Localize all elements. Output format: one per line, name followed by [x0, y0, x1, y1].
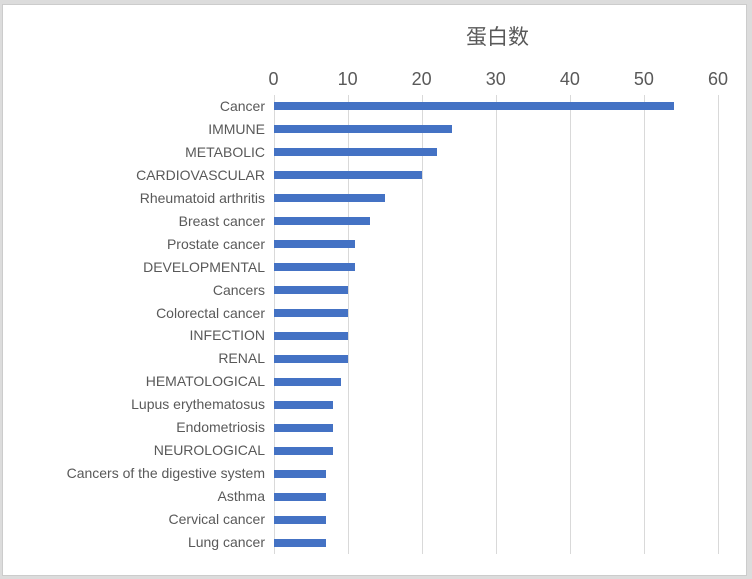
- bar-breast-cancer: [274, 217, 371, 226]
- bar-colorectal-cancer: [274, 309, 349, 318]
- category-label: Lupus erythematosus: [131, 396, 265, 413]
- category-label: INFECTION: [189, 327, 265, 344]
- category-label: DEVELOPMENTAL: [143, 258, 265, 275]
- bar-renal: [274, 354, 349, 363]
- x-axis-tick-label: 60: [707, 69, 729, 89]
- x-axis-tick-label: 20: [411, 69, 432, 89]
- x-axis-tick-label: 50: [633, 69, 654, 89]
- category-label: HEMATOLOGICAL: [145, 373, 265, 390]
- gridline: [347, 95, 349, 554]
- bar-cancer: [274, 102, 675, 111]
- gridline: [273, 95, 275, 554]
- bar-lupus-erythematosus: [274, 400, 334, 409]
- category-label: CARDIOVASCULAR: [136, 166, 265, 183]
- bar-immune: [274, 125, 452, 134]
- gridline: [643, 95, 645, 554]
- bar-rheumatoid-arthritis: [274, 194, 386, 203]
- category-label: NEUROLOGICAL: [153, 442, 265, 459]
- category-label: Cancers of the digestive system: [66, 465, 265, 482]
- x-axis-tick-label: 30: [485, 69, 506, 89]
- bar-hematological: [274, 377, 341, 386]
- category-label: Lung cancer: [187, 534, 265, 551]
- bar-cancers-of-the-digestive-system: [274, 469, 326, 478]
- bar-cancers: [274, 286, 349, 295]
- bar-cardiovascular: [274, 171, 423, 180]
- chart-title: 蛋白数: [466, 26, 529, 49]
- x-axis-tick-label: 40: [559, 69, 580, 89]
- category-label: Rheumatoid arthritis: [139, 189, 265, 206]
- bar-developmental: [274, 263, 356, 272]
- category-label: IMMUNE: [208, 120, 265, 137]
- category-label: Breast cancer: [178, 212, 265, 229]
- bar-infection: [274, 331, 349, 340]
- gridline: [569, 95, 571, 554]
- gridline: [718, 95, 719, 554]
- bar-prostate-cancer: [274, 240, 356, 249]
- category-label: Cancer: [219, 97, 265, 114]
- category-label: METABOLIC: [185, 143, 265, 160]
- bar-endometriosis: [274, 423, 334, 432]
- category-label: RENAL: [218, 350, 265, 367]
- category-label: Endometriosis: [176, 419, 265, 436]
- category-label: Cervical cancer: [168, 511, 265, 528]
- category-label: Colorectal cancer: [156, 304, 265, 321]
- x-axis-tick-label: 10: [337, 69, 358, 89]
- category-label: Asthma: [217, 488, 265, 505]
- bar-asthma: [274, 492, 326, 501]
- gridline: [495, 95, 497, 554]
- bar-cervical-cancer: [274, 515, 326, 524]
- bar-neurological: [274, 446, 334, 455]
- gridline: [421, 95, 423, 554]
- category-label: Cancers: [212, 281, 265, 298]
- bar-metabolic: [274, 148, 437, 157]
- x-axis-tick-label: 0: [268, 69, 279, 89]
- bar-lung-cancer: [274, 538, 326, 547]
- bar-chart-canvas: 蛋白数 0 10 20 30 40 50 60 Cancer IMMUNE METABOLIC C…: [2, 4, 747, 576]
- category-label: Prostate cancer: [166, 235, 265, 252]
